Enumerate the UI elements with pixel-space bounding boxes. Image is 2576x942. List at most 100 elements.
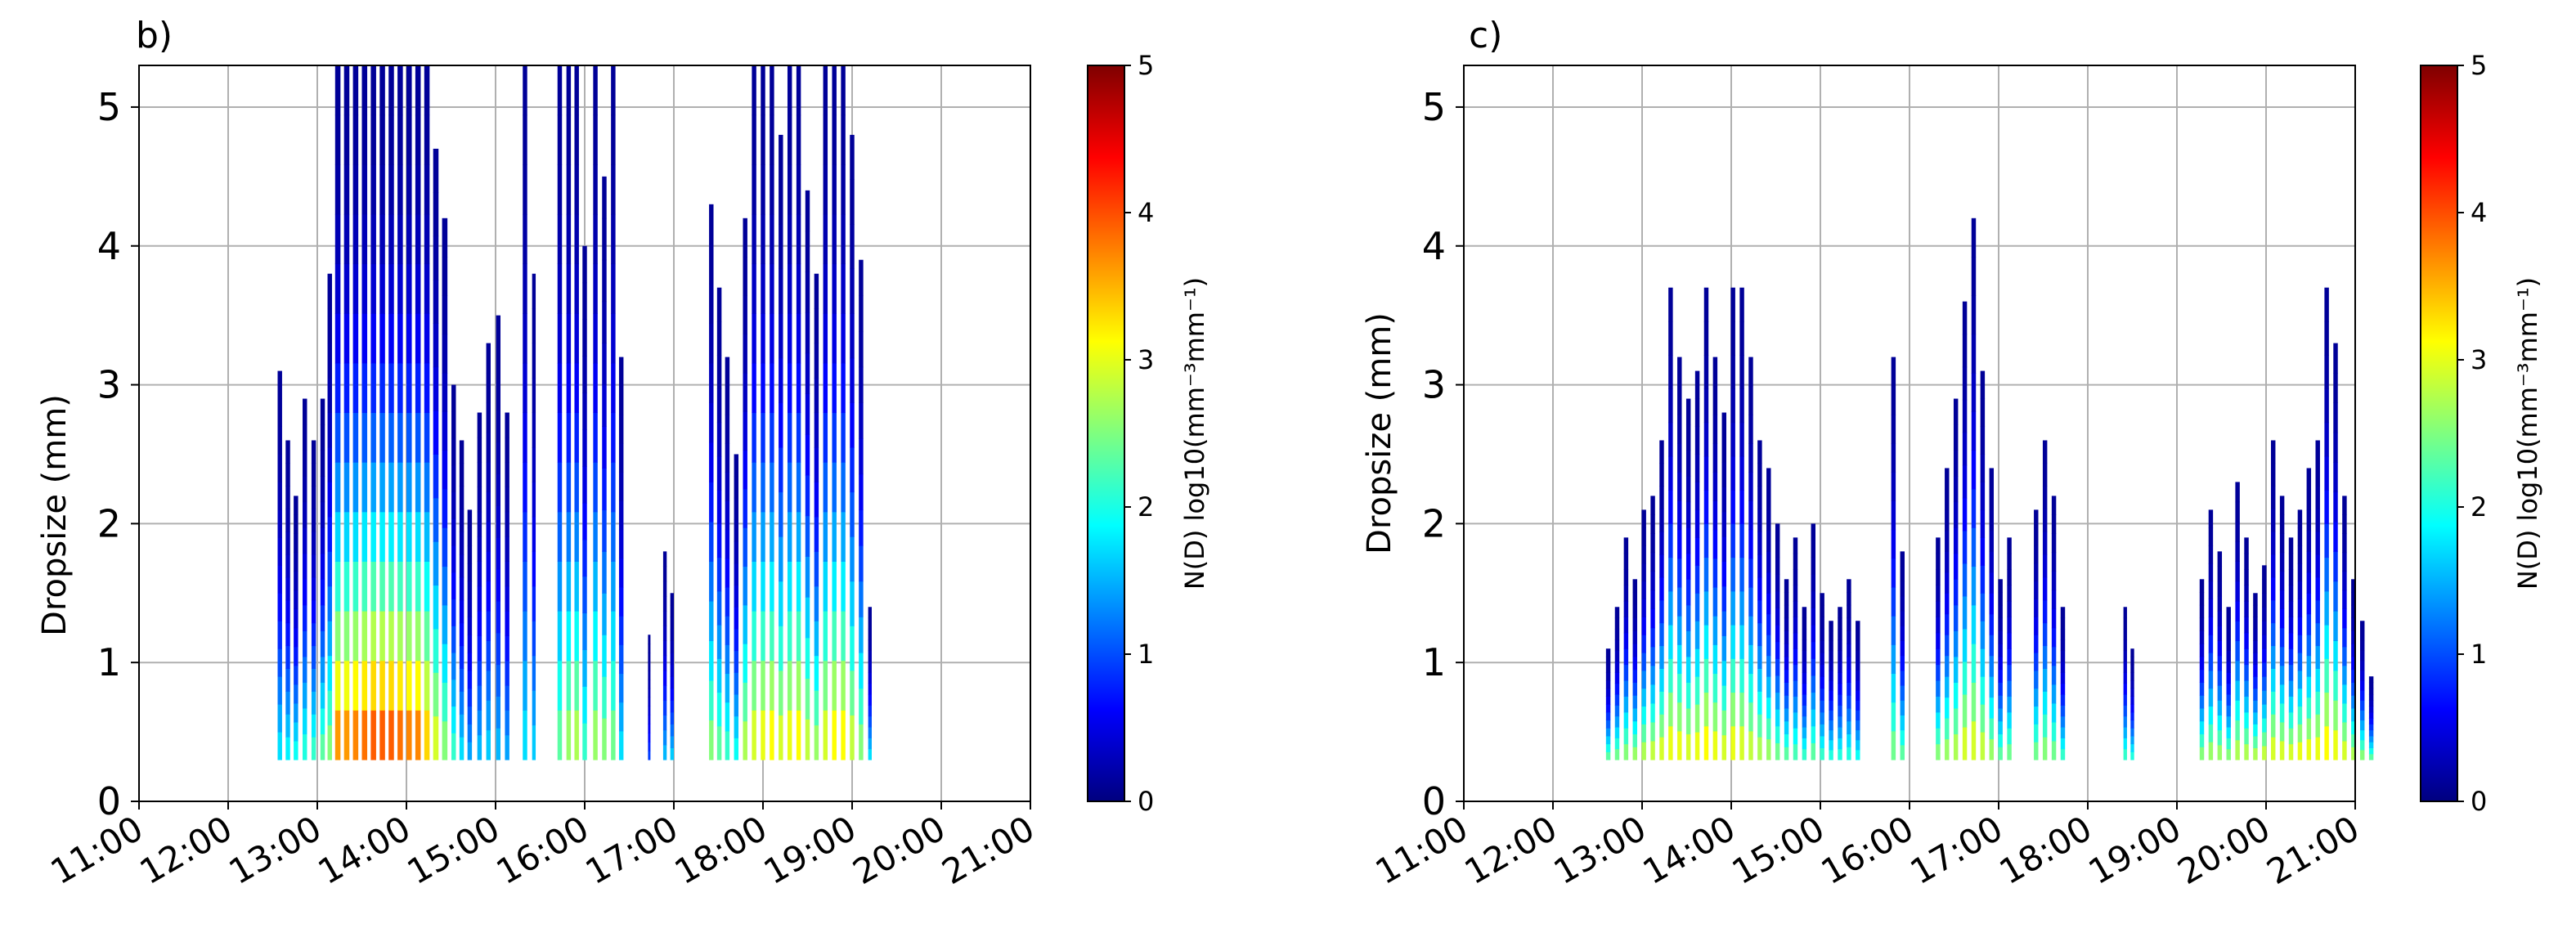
drop-cell bbox=[1739, 287, 1744, 322]
drop-cell bbox=[814, 378, 819, 414]
drop-cell bbox=[1641, 509, 1646, 528]
drop-cell bbox=[327, 551, 332, 587]
drop-cell bbox=[670, 711, 674, 724]
drop-cell bbox=[1891, 385, 1896, 415]
x-tick-label: 21:00 bbox=[2260, 808, 2366, 892]
drop-cell bbox=[618, 500, 624, 531]
drop-cell bbox=[823, 710, 828, 760]
colorbar-tick-label: 3 bbox=[1138, 344, 1154, 375]
drop-cell bbox=[459, 463, 464, 487]
drop-cell bbox=[725, 500, 730, 531]
drop-cell bbox=[2226, 639, 2231, 652]
drop-cell bbox=[1659, 509, 1664, 532]
drop-cell bbox=[1694, 593, 1700, 621]
drop-cell bbox=[459, 622, 464, 647]
drop-cell bbox=[486, 700, 491, 731]
drop-cell bbox=[2235, 600, 2240, 621]
drop-cell bbox=[611, 362, 616, 414]
drop-cell bbox=[2368, 718, 2374, 724]
drop-cell bbox=[303, 682, 307, 709]
drop-cell bbox=[1730, 490, 1735, 524]
drop-cell bbox=[582, 649, 587, 687]
drop-cell bbox=[823, 412, 828, 463]
drop-cell bbox=[1632, 720, 1638, 735]
drop-cell bbox=[2288, 664, 2294, 681]
drop-cell bbox=[1953, 553, 1959, 580]
drop-cell bbox=[1829, 739, 1833, 751]
drop-cell bbox=[2324, 355, 2329, 389]
drop-cell bbox=[285, 691, 290, 715]
drop-cell bbox=[2034, 706, 2039, 724]
drop-cell bbox=[2123, 639, 2127, 652]
y-tick-label: 1 bbox=[1422, 640, 1446, 684]
drop-cell bbox=[2034, 617, 2039, 635]
drop-cell bbox=[379, 65, 385, 116]
drop-cell bbox=[343, 164, 350, 215]
drop-cell bbox=[1793, 600, 1798, 617]
drop-cell bbox=[2324, 590, 2329, 626]
drop-cell bbox=[850, 491, 855, 537]
drop-column bbox=[1829, 621, 1833, 760]
drop-cell bbox=[805, 719, 810, 760]
drop-cell bbox=[1838, 607, 1842, 619]
drop-cell bbox=[334, 462, 341, 513]
drop-cell bbox=[1936, 680, 1941, 697]
drop-cell bbox=[343, 213, 350, 265]
drop-cell bbox=[1668, 692, 1673, 727]
drop-column bbox=[1694, 370, 1700, 760]
drop-cell bbox=[1641, 688, 1646, 707]
drop-cell bbox=[574, 611, 579, 662]
drop-cell bbox=[2333, 700, 2338, 731]
drop-cell bbox=[2123, 607, 2127, 619]
drop-cell bbox=[1739, 625, 1744, 659]
drop-cell bbox=[2253, 617, 2258, 630]
drop-cell bbox=[796, 313, 801, 364]
drop-cell bbox=[770, 362, 774, 414]
drop-cell bbox=[361, 660, 368, 711]
drop-cell bbox=[725, 673, 730, 703]
drop-cell bbox=[294, 646, 298, 666]
drop-cell bbox=[1953, 656, 1959, 683]
drop-cell bbox=[406, 511, 412, 562]
drop-column bbox=[743, 218, 747, 760]
drop-cell bbox=[2034, 724, 2039, 742]
drop-cell bbox=[451, 518, 456, 546]
drop-cell bbox=[406, 213, 412, 265]
drop-cell bbox=[2244, 617, 2249, 634]
drop-cell bbox=[2333, 729, 2338, 760]
drop-cell bbox=[334, 710, 341, 760]
drop-cell bbox=[709, 204, 714, 244]
drop-cell bbox=[2297, 742, 2303, 760]
drop-cell bbox=[2034, 581, 2039, 600]
drop-cell bbox=[787, 561, 792, 612]
drop-cell bbox=[787, 660, 792, 711]
drop-cell bbox=[442, 411, 448, 451]
drop-cell bbox=[618, 587, 624, 617]
drop-cell bbox=[2333, 551, 2338, 582]
drop-cell bbox=[787, 313, 792, 364]
drop-cell bbox=[770, 114, 774, 165]
drop-cell bbox=[388, 164, 394, 215]
drop-cell bbox=[352, 710, 359, 760]
drop-cell bbox=[1900, 729, 1905, 746]
drop-cell bbox=[2333, 581, 2338, 612]
drop-cell bbox=[1820, 724, 1824, 737]
drop-cell bbox=[814, 724, 819, 760]
drop-cell bbox=[2051, 741, 2057, 760]
drop-cell bbox=[1694, 454, 1700, 482]
drop-cell bbox=[2279, 571, 2285, 591]
drop-cell bbox=[1668, 725, 1673, 760]
drop-cell bbox=[823, 660, 828, 711]
drop-cell bbox=[370, 462, 376, 513]
drop-cell bbox=[1766, 551, 1771, 573]
drop-cell bbox=[2333, 611, 2338, 642]
drop-cell bbox=[343, 462, 350, 513]
drop-cell bbox=[1757, 645, 1762, 669]
drop-cell bbox=[1721, 635, 1727, 662]
drop-cell bbox=[1712, 414, 1718, 444]
drop-cell bbox=[397, 164, 403, 215]
drop-cell bbox=[415, 114, 421, 165]
drop-cell bbox=[734, 715, 739, 738]
drop-cell bbox=[2324, 287, 2329, 322]
drop-cell bbox=[805, 637, 810, 680]
